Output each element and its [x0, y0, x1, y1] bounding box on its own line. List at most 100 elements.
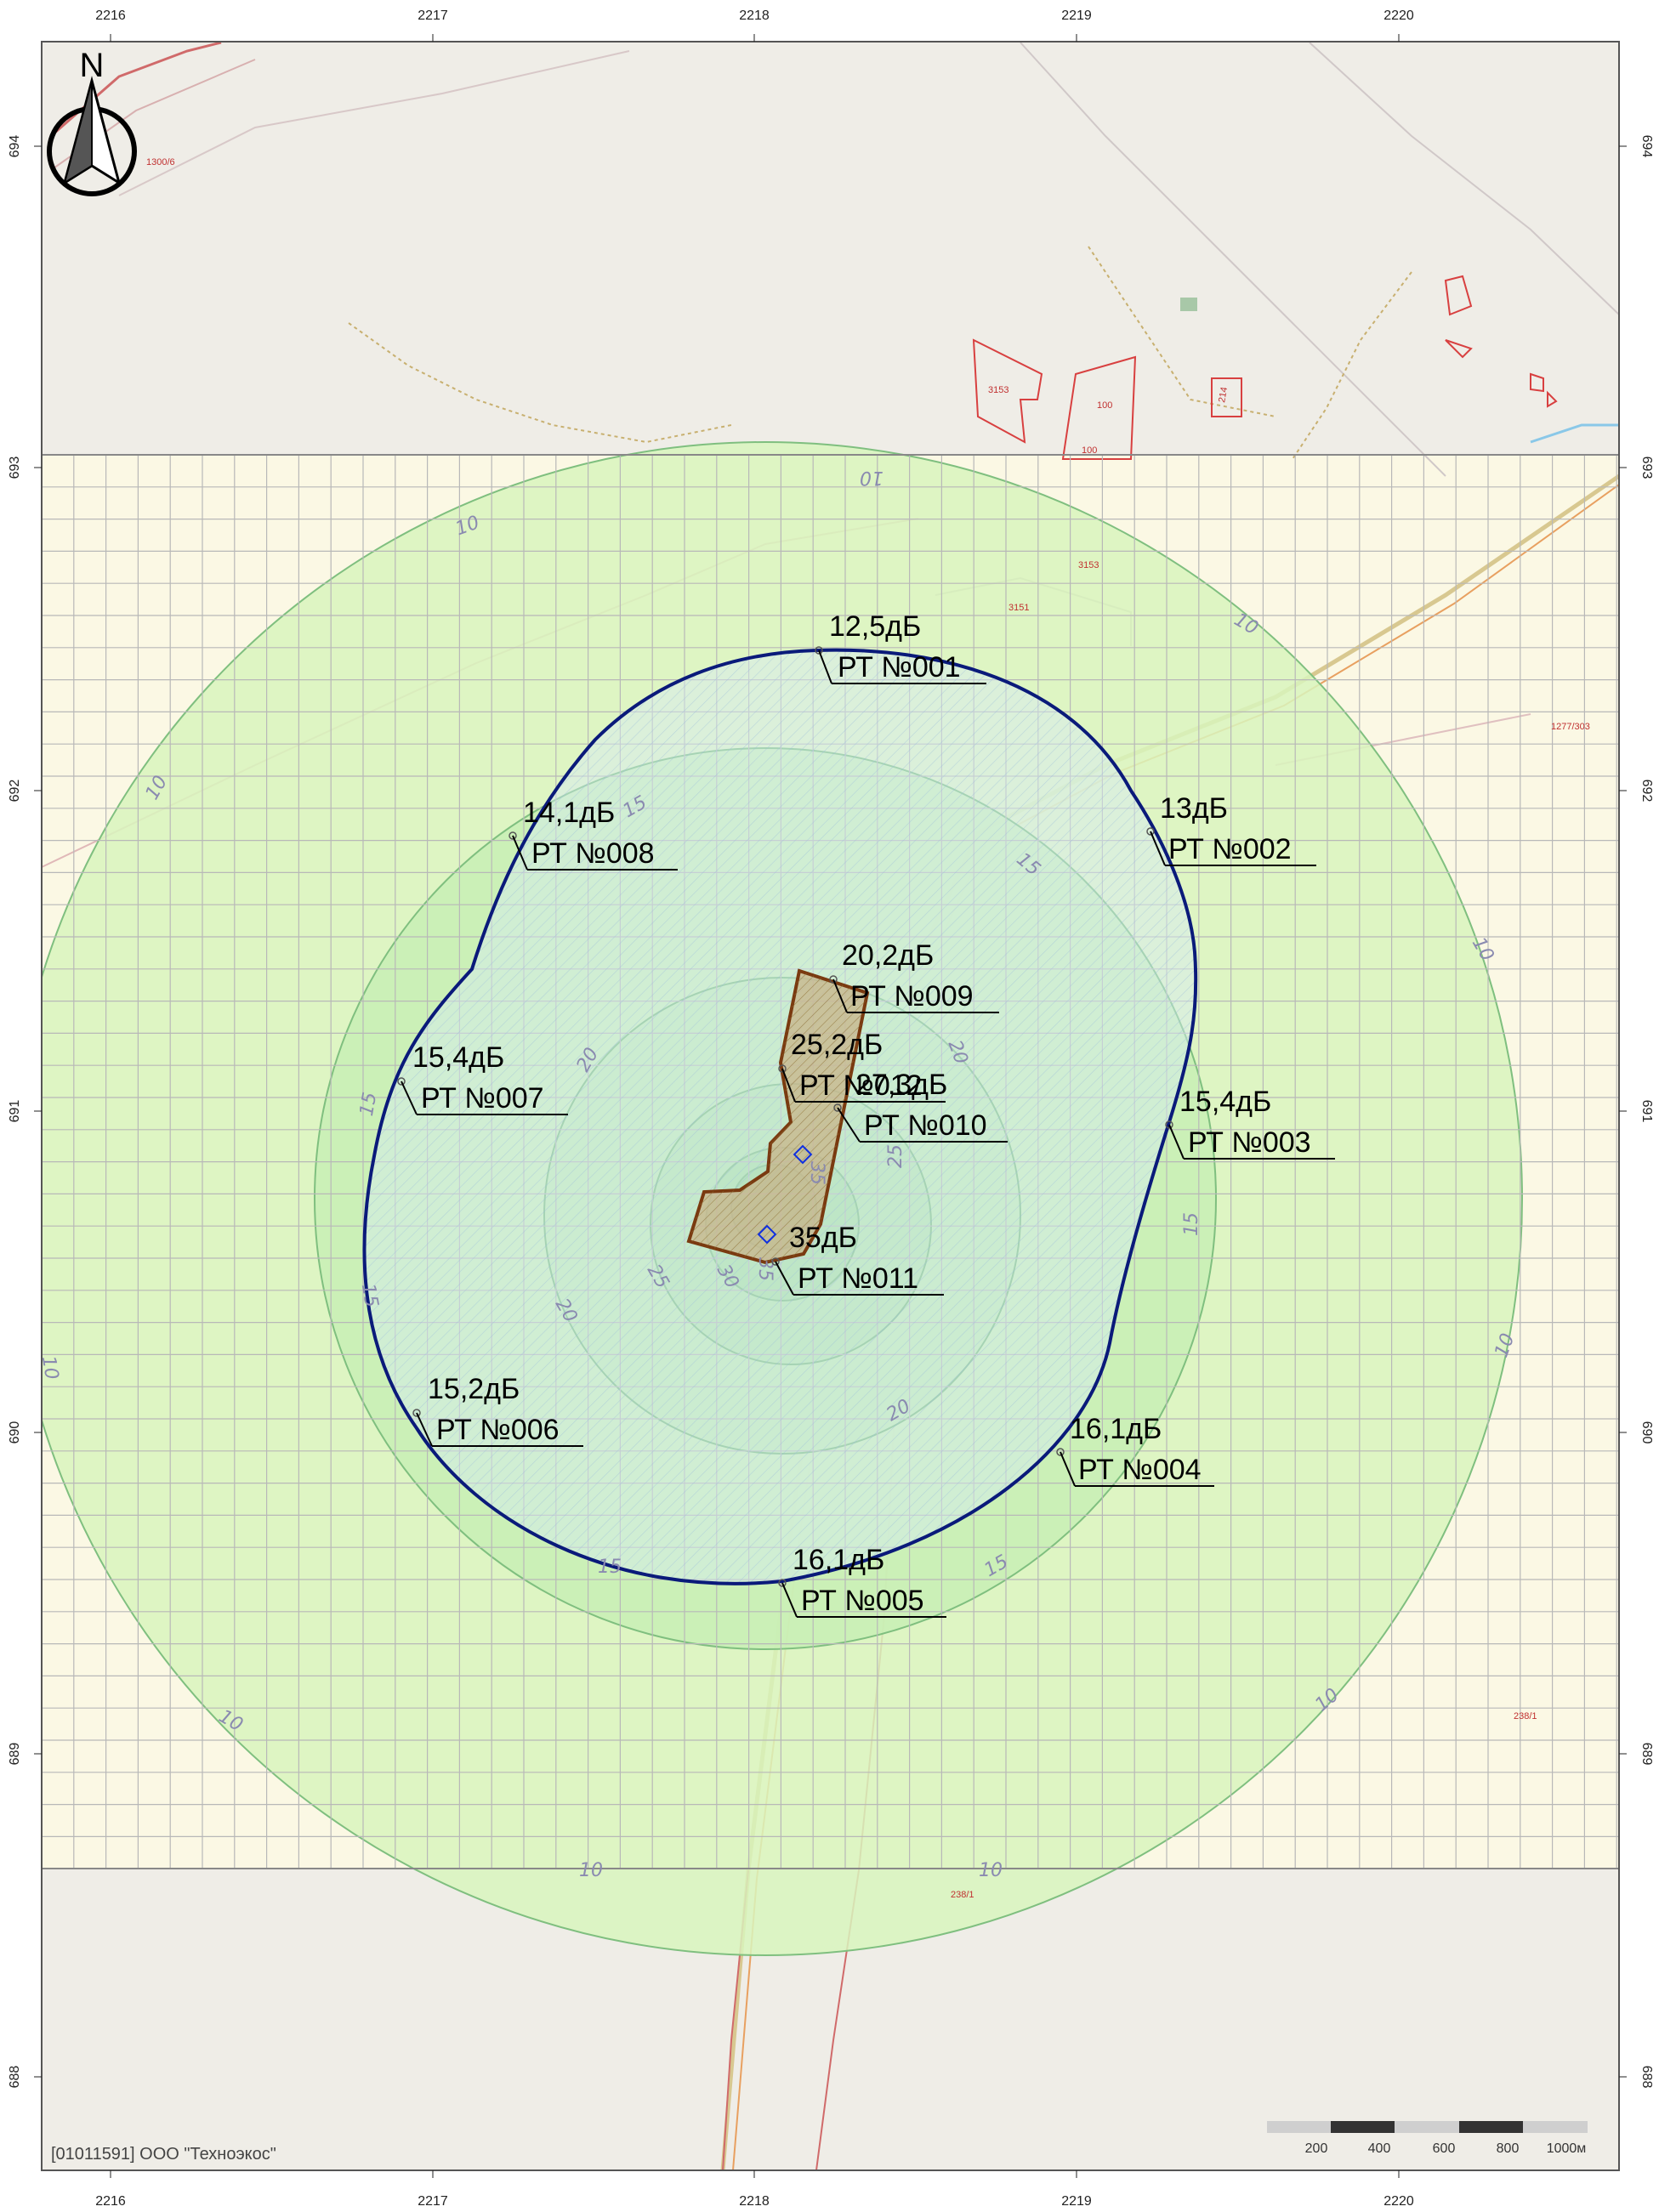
calc-point-name: РТ №009	[850, 980, 974, 1012]
parcel-label: 100	[1097, 400, 1112, 411]
calc-point-value: 20,2дБ	[842, 939, 934, 972]
calc-point-name: РТ №007	[421, 1082, 544, 1115]
calc-point-8: 14,1дБ РТ №008	[508, 797, 678, 871]
contour-label: 25	[885, 1144, 906, 1168]
calc-point-12: 25,2дБ РТ №012	[778, 1029, 946, 1103]
axis-x-label: 2217	[418, 9, 448, 23]
contour-label: 10	[979, 1860, 1003, 1881]
parcel-label: 3151	[1008, 603, 1029, 613]
calc-point-marker	[778, 1579, 787, 1587]
scale-label: 200	[1305, 2141, 1328, 2156]
footer-label: [01011591] ООО "Техноэкос"	[51, 2145, 276, 2164]
calc-point-name: РТ №005	[801, 1585, 924, 1617]
contour-label: 15	[598, 1557, 622, 1578]
calc-point-value: 16,1дБ	[1070, 1413, 1162, 1445]
axis-y-label: 688	[8, 2066, 22, 2089]
calc-point-name: РТ №011	[798, 1262, 918, 1295]
north-arrow-icon: N	[47, 47, 137, 196]
calc-point-value: 15,4дБ	[1179, 1086, 1271, 1118]
calc-point-4: 16,1дБ РТ №004	[1056, 1413, 1214, 1487]
axis-y-label: 689	[1639, 1743, 1654, 1766]
calc-point-value: 25,2дБ	[791, 1029, 883, 1061]
axis-y-label: 689	[8, 1743, 22, 1766]
axis-y-label: 694	[8, 135, 22, 158]
parcel-label: 238/1	[1514, 1711, 1537, 1721]
calc-point-name: РТ №001	[838, 651, 961, 683]
contour-label: 10	[37, 1354, 62, 1381]
scale-label: 400	[1368, 2141, 1391, 2156]
coordinate-frame: 2216 2216 2217 2217 2218 2218 2219 2219 2220 2220…	[8, 9, 1654, 2209]
calc-point-marker	[771, 1257, 780, 1266]
calc-point-9: 20,2дБ РТ №009	[829, 939, 999, 1013]
parcels	[972, 275, 1558, 460]
north-label: N	[80, 47, 105, 84]
scale-label: 1000м	[1547, 2141, 1587, 2156]
calc-point-3: 15,4дБ РТ №003	[1165, 1086, 1335, 1160]
calc-point-marker	[397, 1077, 406, 1086]
axis-y-label: 690	[8, 1421, 22, 1444]
calc-point-value: 12,5дБ	[829, 610, 921, 643]
parcel-label: 238/1	[951, 1890, 974, 1900]
green-patch	[1180, 298, 1197, 311]
parcel-label: 3153	[988, 385, 1008, 395]
axis-y-label: 691	[8, 1100, 22, 1123]
calc-point-name: РТ №008	[531, 837, 655, 870]
calc-point-marker	[778, 1064, 787, 1073]
parcel-labels: 3153 100 100 214 1300/6 238/1 238/1 1277…	[146, 157, 1590, 1900]
axis-x-label: 2217	[418, 2194, 448, 2209]
calc-point-6: 15,2дБ РТ №006	[412, 1373, 583, 1447]
map-border	[41, 41, 1620, 2171]
calc-point-marker	[829, 975, 838, 984]
contour-label: 15	[1181, 1212, 1202, 1236]
axis-y-label: 690	[1639, 1421, 1654, 1444]
axis-y-label: 693	[8, 457, 22, 479]
calc-point-name: РТ №004	[1078, 1454, 1202, 1486]
parcel-label: 1300/6	[146, 157, 175, 167]
parcel-label: 214	[1217, 386, 1230, 403]
calc-point-5: 16,1дБ РТ №005	[778, 1544, 946, 1618]
contour-label: 15	[356, 1091, 381, 1118]
contour-label: 10	[860, 467, 883, 488]
calc-point-name: РТ №003	[1188, 1126, 1311, 1159]
calc-point-7: 15,4дБ РТ №007	[397, 1041, 568, 1115]
calc-point-marker	[833, 1103, 842, 1112]
calc-point-value: 13дБ	[1160, 792, 1228, 825]
axis-y-label: 693	[1639, 457, 1654, 479]
boundary-hatch	[362, 648, 1198, 1585]
calc-point-name: РТ №012	[799, 1069, 923, 1102]
calc-point-value: 14,1дБ	[523, 797, 615, 829]
axis-y-label: 694	[1639, 135, 1654, 158]
parcel-label: 100	[1082, 445, 1097, 456]
calc-point-name: РТ №002	[1168, 833, 1292, 865]
calc-point-name: РТ №010	[864, 1109, 987, 1142]
axis-y-label: 692	[8, 780, 22, 803]
axis-x-label: 2219	[1061, 9, 1092, 23]
scale-label: 600	[1433, 2141, 1456, 2156]
calc-point-marker	[1056, 1448, 1065, 1456]
calc-point-1: 12,5дБ РТ №001	[815, 610, 986, 684]
axis-x-label: 2220	[1383, 2194, 1414, 2209]
calc-point-value: 27,3дБ	[855, 1069, 947, 1101]
contour-label: 15	[357, 1282, 382, 1309]
axis-x-label: 2218	[739, 9, 770, 23]
calc-point-value: 16,1дБ	[793, 1544, 884, 1576]
axis-y-label: 688	[1639, 2066, 1654, 2089]
axis-y-label: 691	[1639, 1100, 1654, 1123]
parcel-label: 3153	[1078, 560, 1099, 570]
calc-point-value: 15,2дБ	[428, 1373, 520, 1405]
calc-point-marker	[1165, 1120, 1173, 1129]
axis-x-label: 2219	[1061, 2194, 1092, 2209]
calc-point-marker	[412, 1409, 421, 1417]
calc-point-name: РТ №006	[436, 1414, 560, 1446]
noise-source-1	[793, 1144, 813, 1165]
calc-point-marker	[815, 646, 823, 655]
calc-point-value: 35дБ	[789, 1222, 857, 1254]
scale-bar: 200 400 600 800 1000м	[1267, 2121, 1588, 2156]
calculation-points: 12,5дБ РТ №001 13дБ РТ №002 15,4дБ РТ №003 16,…	[397, 610, 1335, 1618]
calc-point-11: 35дБ РТ №011	[771, 1222, 944, 1296]
axis-x-label: 2216	[95, 9, 126, 23]
noise-source-2	[757, 1224, 777, 1245]
scale-label: 800	[1497, 2141, 1520, 2156]
parcel-label: 1277/303	[1551, 722, 1590, 732]
